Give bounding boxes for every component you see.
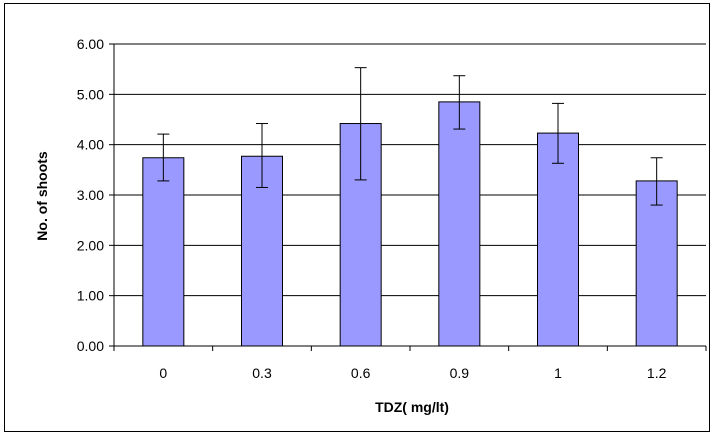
bars — [143, 102, 677, 346]
error-bars — [157, 68, 662, 205]
bar-1.2 — [636, 181, 677, 346]
y-tick-label: 0.00 — [77, 338, 104, 354]
y-tick-label: 5.00 — [77, 86, 104, 102]
bar-1 — [538, 133, 579, 346]
x-tick-label: 1 — [554, 365, 562, 381]
x-tick-label: 0.6 — [351, 365, 371, 381]
y-axis-title: No. of shoots — [34, 151, 50, 241]
y-tick-label: 2.00 — [77, 237, 104, 253]
bar-0.9 — [439, 102, 480, 346]
x-tick-label: 0 — [159, 365, 167, 381]
x-tick-label: 1.2 — [647, 365, 667, 381]
x-tick-label: 0.9 — [450, 365, 470, 381]
x-tick-label: 0.3 — [252, 365, 272, 381]
bar-0 — [143, 158, 184, 346]
gridlines — [114, 44, 706, 296]
axes — [109, 44, 706, 351]
y-tick-label: 4.00 — [77, 137, 104, 153]
y-tick-label: 3.00 — [77, 187, 104, 203]
y-tick-label: 6.00 — [77, 36, 104, 52]
x-axis-title: TDZ( mg/lt) — [375, 399, 449, 415]
y-tick-label: 1.00 — [77, 288, 104, 304]
